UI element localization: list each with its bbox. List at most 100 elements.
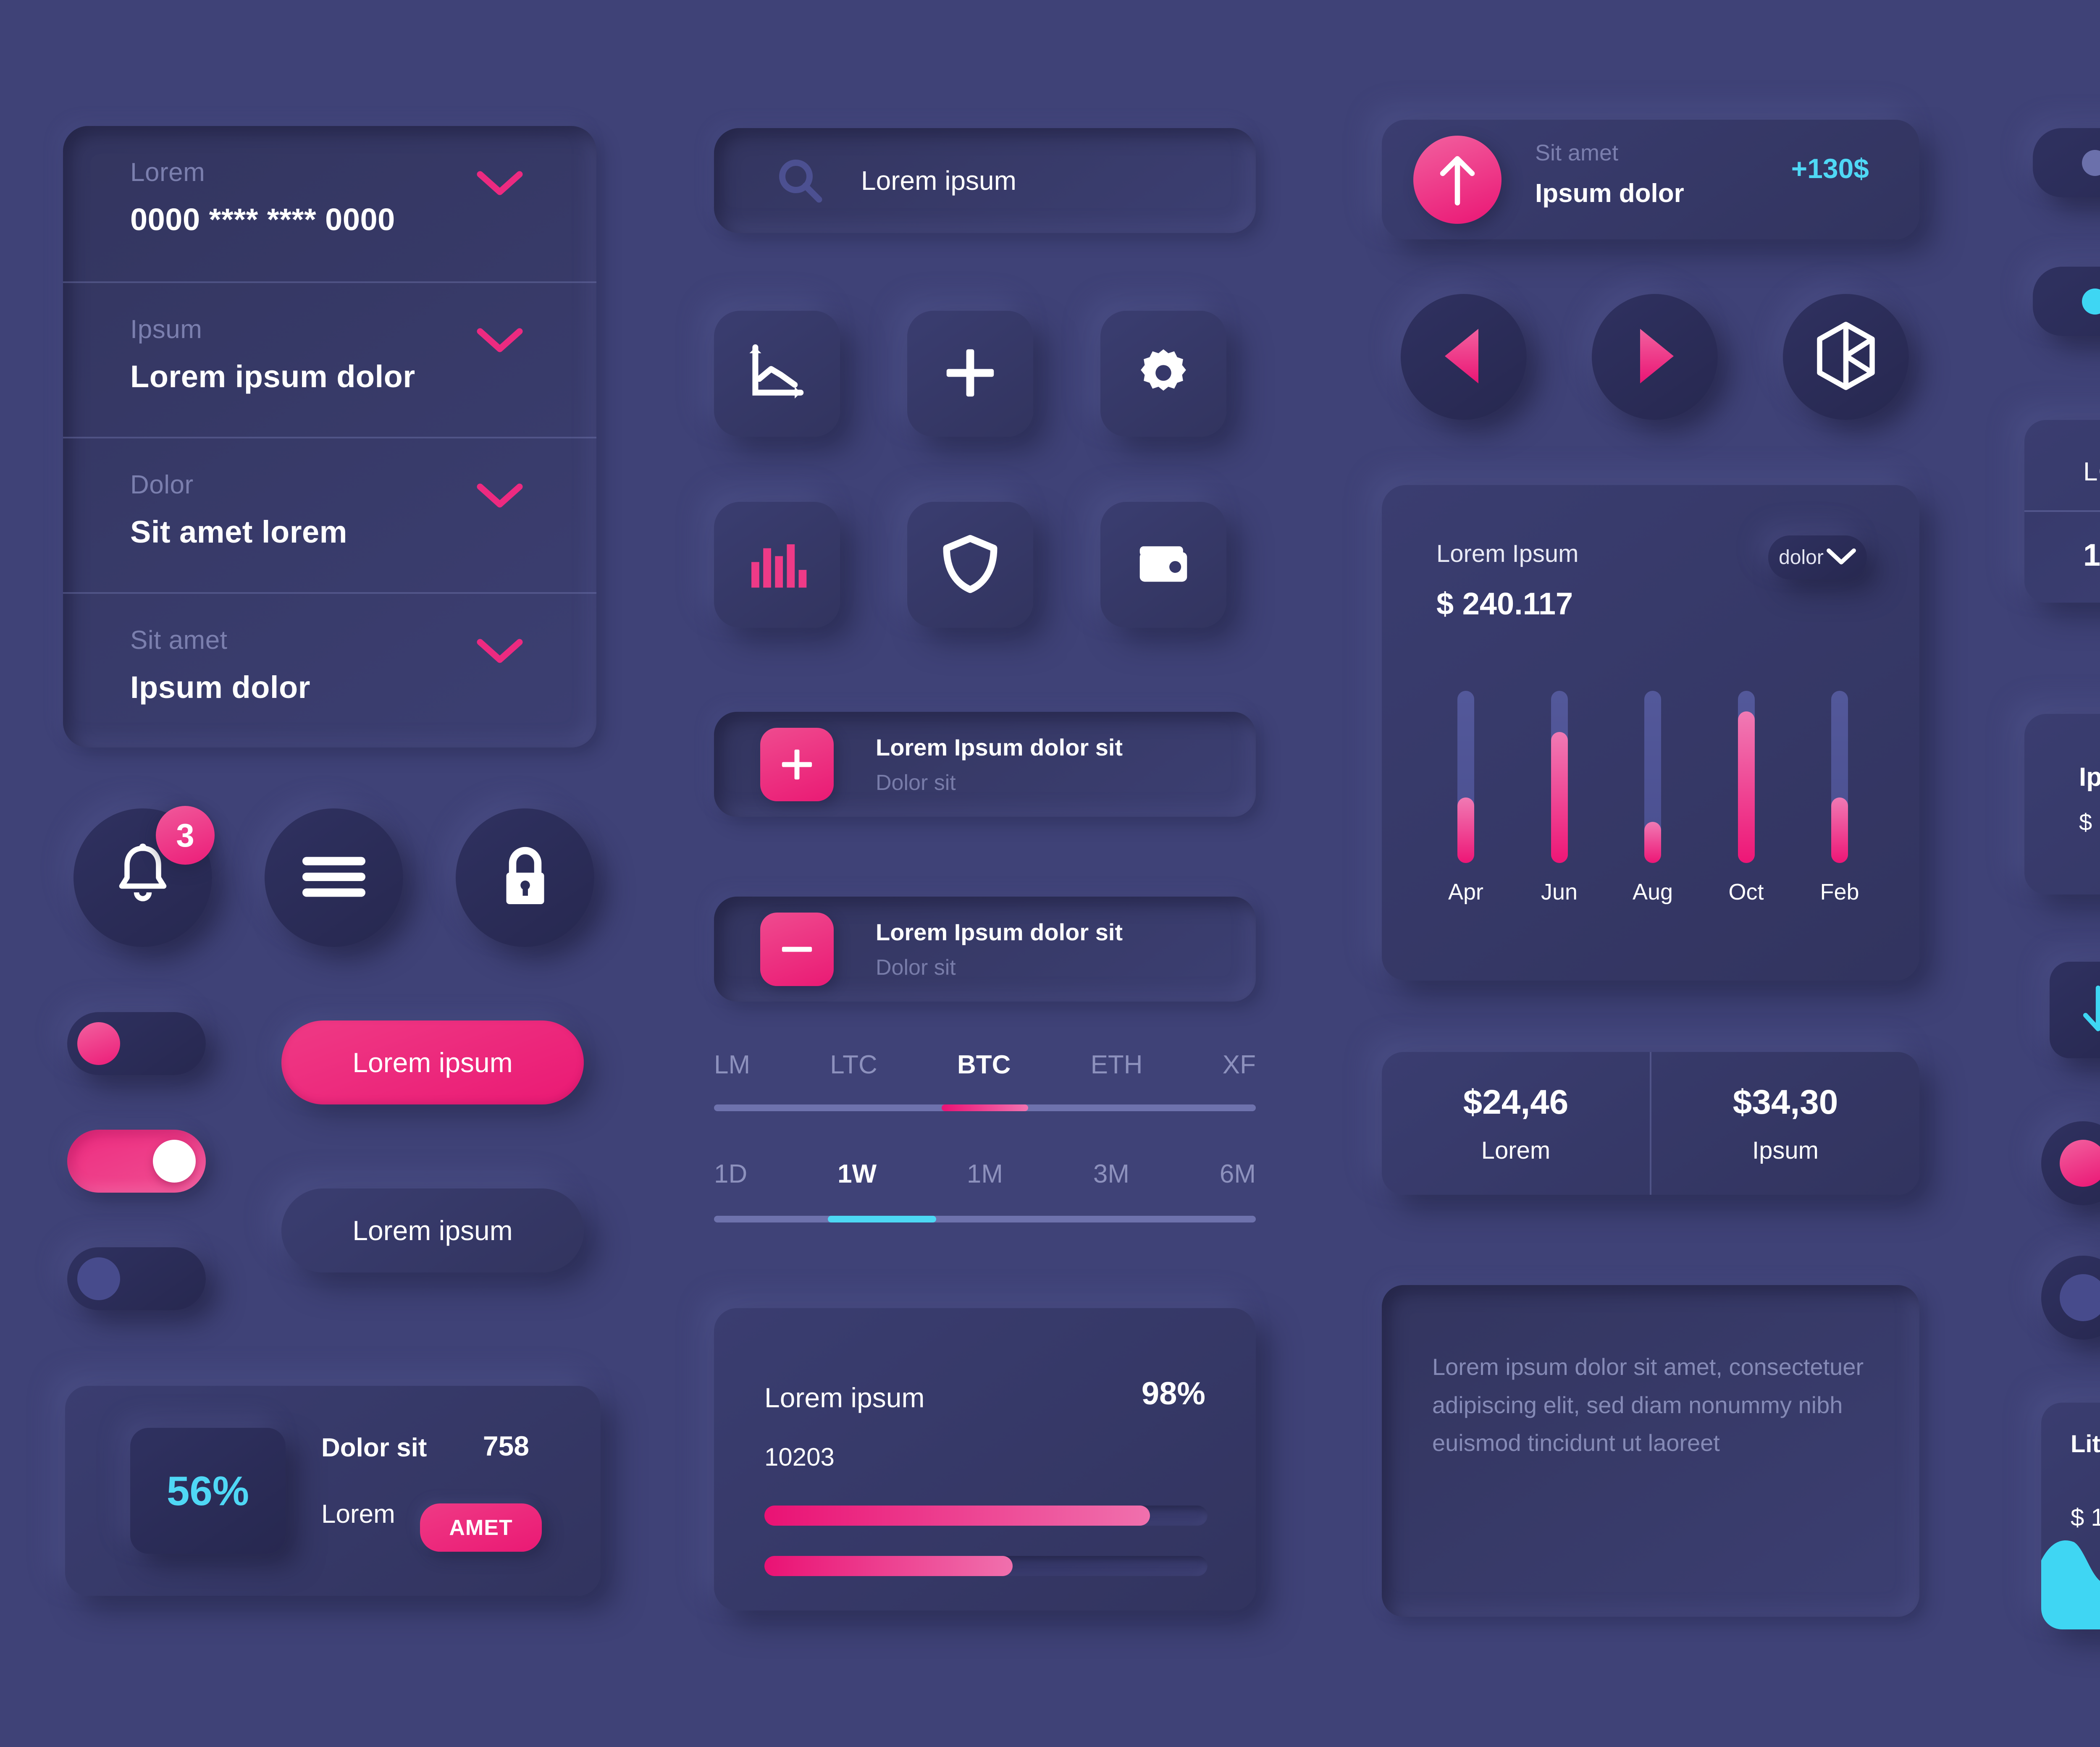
- progress-bar-fill: [764, 1506, 1150, 1526]
- toggle-off-pink[interactable]: [67, 1012, 206, 1075]
- split-label: Lorem: [1481, 1136, 1551, 1164]
- pager-dot-active[interactable]: [2082, 288, 2100, 315]
- chart-select[interactable]: dolor: [1768, 535, 1867, 580]
- next-button[interactable]: [1592, 294, 1718, 420]
- list-item[interactable]: Lorem Ipsum dolor sit Dolor sit: [714, 712, 1256, 817]
- accordion-row-label: Dolor: [130, 470, 194, 499]
- menu-button[interactable]: [265, 808, 403, 947]
- arrow-down-button[interactable]: [2050, 962, 2100, 1058]
- progress-card: Lorem ipsum 98% 10203: [714, 1308, 1256, 1611]
- notification-badge: 3: [156, 806, 215, 865]
- toggle-knob: [77, 1022, 120, 1065]
- wallet-button[interactable]: [1100, 502, 1226, 628]
- prev-icon: [1441, 325, 1487, 390]
- secondary-button[interactable]: Lorem ipsum: [281, 1188, 584, 1272]
- arrow-down-icon: [2078, 985, 2100, 1035]
- toggle-off[interactable]: [67, 1247, 206, 1310]
- cube-icon: [1814, 321, 1877, 393]
- tab-xf[interactable]: XF: [1222, 1050, 1256, 1079]
- line-chart-button[interactable]: [714, 311, 840, 437]
- bar-chart-icon: [746, 532, 808, 598]
- radio-inner: [2060, 1140, 2100, 1187]
- next-icon: [1632, 325, 1678, 390]
- add-button[interactable]: [907, 311, 1033, 437]
- accordion-list: Lorem 0000 **** **** 0000 Ipsum Lorem ip…: [63, 126, 596, 748]
- bar-fill: [1738, 711, 1755, 863]
- line-chart-icon: [746, 341, 808, 407]
- tab-ltc[interactable]: LTC: [830, 1050, 877, 1079]
- prev-button[interactable]: [1401, 294, 1527, 420]
- cube-button[interactable]: [1783, 294, 1909, 420]
- primary-button[interactable]: Lorem ipsum: [281, 1020, 584, 1104]
- split-right: $34,30 Ipsum: [1650, 1052, 1919, 1195]
- currency-tabs: LM LTC BTC ETH XF: [714, 1050, 1256, 1080]
- chevron-down-icon[interactable]: [477, 327, 523, 353]
- chevron-down-icon[interactable]: [477, 483, 523, 509]
- transaction-card[interactable]: Sit amet Ipsum dolor +130$: [1382, 120, 1919, 239]
- search-icon: [777, 157, 823, 204]
- chevron-down-icon: [1826, 547, 1856, 568]
- accordion-row[interactable]: Dolor Sit amet lorem: [63, 437, 596, 592]
- stat-number: 758: [483, 1430, 529, 1461]
- tab-lm[interactable]: LM: [714, 1050, 751, 1079]
- accordion-row[interactable]: Ipsum Lorem ipsum dolor: [63, 281, 596, 437]
- accordion-row[interactable]: Lorem 0000 **** **** 0000: [63, 126, 596, 281]
- radio-empty[interactable]: [2041, 1256, 2100, 1340]
- hamburger-icon: [300, 854, 368, 902]
- period-tabs-track[interactable]: [714, 1216, 1256, 1222]
- accordion-row-value: Lorem ipsum dolor: [130, 359, 415, 394]
- lock-button[interactable]: [456, 808, 594, 947]
- accordion-row-label: Lorem: [130, 158, 205, 187]
- notifications-button[interactable]: 3: [74, 806, 215, 947]
- plus-icon: [760, 727, 834, 801]
- tab-eth[interactable]: ETH: [1090, 1050, 1143, 1079]
- transaction-amount: +130$: [1791, 153, 1869, 184]
- coin-sparkline: [2041, 1533, 2100, 1629]
- list-item-title: Lorem Ipsum dolor sit: [876, 918, 1123, 945]
- tab-1d[interactable]: 1D: [714, 1159, 748, 1188]
- bar-track: [1551, 691, 1568, 863]
- minus-icon: [760, 912, 834, 986]
- radio-selected[interactable]: [2041, 1121, 2100, 1205]
- tab-btc[interactable]: BTC: [957, 1050, 1011, 1079]
- progress-bar-fill: [764, 1556, 1013, 1576]
- toggle-knob: [153, 1140, 196, 1183]
- chart-value: $ 240.117: [1436, 586, 1573, 621]
- security-button[interactable]: [907, 502, 1033, 628]
- search-input[interactable]: Lorem ipsum: [714, 128, 1256, 233]
- period-tabs-indicator: [827, 1216, 936, 1222]
- settings-button[interactable]: [1100, 311, 1226, 437]
- bar-fill: [1457, 797, 1474, 863]
- bar-track: [1831, 691, 1848, 863]
- chevron-down-icon[interactable]: [477, 638, 523, 664]
- coin-name: Litecoin: [2071, 1430, 2100, 1458]
- pager-1[interactable]: [2033, 128, 2100, 197]
- tab-3m[interactable]: 3M: [1093, 1159, 1130, 1188]
- pager-dot[interactable]: [2082, 150, 2100, 176]
- currency-tabs-track[interactable]: [714, 1104, 1256, 1111]
- amount-value: 1,560: [2083, 538, 2100, 572]
- list-item[interactable]: Lorem Ipsum dolor sit Dolor sit: [714, 897, 1256, 1002]
- gear-icon: [1132, 341, 1195, 407]
- progress-title: Lorem ipsum: [764, 1382, 925, 1413]
- amount-card-body[interactable]: 1,560 $: [2024, 510, 2100, 603]
- bar-chart-button[interactable]: [714, 502, 840, 628]
- search-value: Lorem ipsum: [861, 165, 1016, 196]
- bar-fill: [1644, 821, 1661, 863]
- list-item-title: Lorem Ipsum dolor sit: [876, 734, 1123, 761]
- accordion-row-label: Sit amet: [130, 626, 228, 655]
- tab-1w[interactable]: 1W: [837, 1159, 877, 1188]
- pager-2[interactable]: [2033, 267, 2100, 336]
- split-value: $24,46: [1463, 1083, 1569, 1121]
- coin-card-litecoin[interactable]: Litecoin $ 183.7: [2041, 1403, 2100, 1629]
- tab-1m[interactable]: 1M: [966, 1159, 1003, 1188]
- accordion-row[interactable]: Sit amet Ipsum dolor: [63, 592, 596, 748]
- status-badge[interactable]: AMET: [420, 1503, 542, 1552]
- chevron-down-icon[interactable]: [477, 170, 523, 196]
- tab-6m[interactable]: 6M: [1219, 1159, 1256, 1188]
- arrow-up-icon: [1413, 136, 1502, 224]
- bar-track: [1738, 691, 1755, 863]
- bar-track: [1644, 691, 1661, 863]
- toggle-on[interactable]: [67, 1130, 206, 1193]
- text-card: Lorem ipsum dolor sit amet, consectetuer…: [1382, 1285, 1919, 1617]
